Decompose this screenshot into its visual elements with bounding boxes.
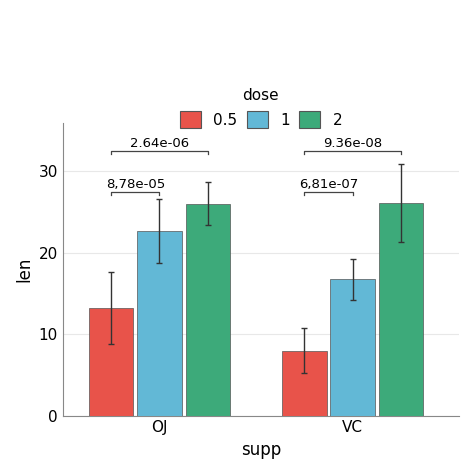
Text: 8,78e-05: 8,78e-05 — [106, 178, 165, 191]
Bar — [137, 231, 182, 416]
Bar — [330, 279, 375, 416]
Text: 2.64e-06: 2.64e-06 — [130, 137, 189, 150]
Bar — [185, 203, 230, 416]
Y-axis label: len: len — [15, 256, 33, 282]
Bar — [379, 203, 423, 416]
Bar — [89, 308, 133, 416]
X-axis label: supp: supp — [241, 441, 281, 459]
Text: 6,81e-07: 6,81e-07 — [299, 178, 358, 191]
Text: 9.36e-08: 9.36e-08 — [323, 137, 382, 150]
Legend: 0.5, 1, 2: 0.5, 1, 2 — [175, 83, 347, 133]
Bar — [282, 351, 327, 416]
